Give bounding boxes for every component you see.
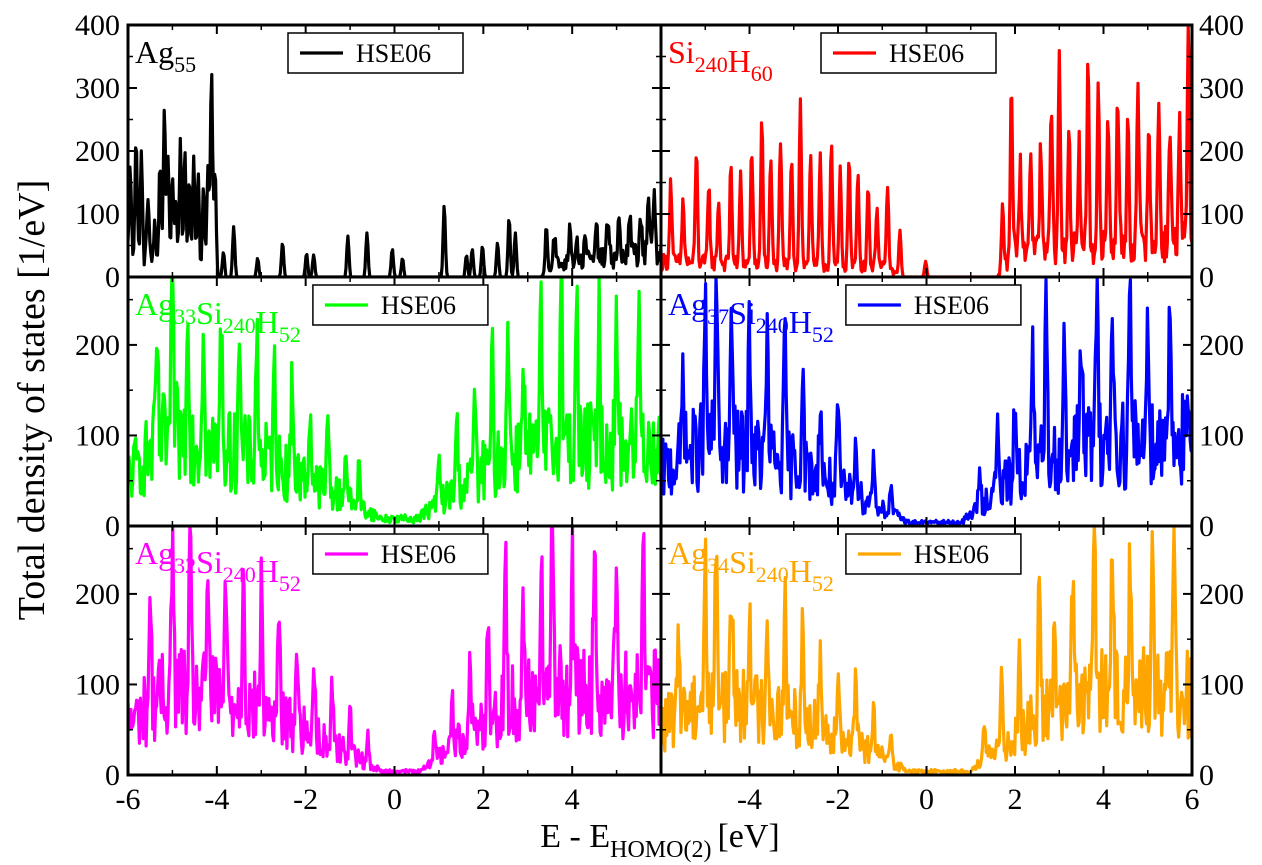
panel-title: Si240H60 (668, 34, 773, 86)
x-tick-label: -4 (204, 783, 229, 816)
y-tick-label: 0 (105, 759, 120, 792)
x-tick-label: -2 (293, 783, 318, 816)
y-tick-label: 100 (75, 668, 120, 701)
y-tick-label: 200 (1199, 329, 1244, 362)
y-tick-label: 100 (75, 198, 120, 231)
y-tick-label: 400 (1199, 9, 1244, 42)
y-tick-label: 100 (75, 419, 120, 452)
legend: HSE06 (312, 284, 489, 326)
legend: HSE06 (845, 533, 1022, 575)
dos-series-line (128, 72, 661, 277)
legend-label: HSE06 (381, 291, 456, 320)
legend: HSE06 (312, 533, 489, 575)
panel-top-right: 0 100 200 300 400 Si240H60 HSE06 (659, 9, 1244, 294)
panel-title: Ag37Si240H52 (668, 286, 834, 347)
panel-middle-right: 0 100 200 Ag37Si240H52 HSE06 (659, 275, 1244, 543)
legend-label: HSE06 (356, 39, 431, 68)
x-axis-title-sub: HOMO(2) (610, 837, 711, 863)
y-tick-label: 200 (1199, 135, 1244, 168)
y-tick-label: 300 (1199, 72, 1244, 105)
legend: HSE06 (845, 284, 1022, 326)
y-tick-label: 100 (1199, 198, 1244, 231)
x-tick-label: 4 (565, 783, 580, 816)
panel-title: Ag33Si240H52 (135, 286, 301, 347)
x-tick-label: 6 (1185, 783, 1200, 816)
panel-middle-left: 0 100 200 Ag33Si240H52 HSE06 (75, 275, 663, 543)
panel-bottom-left: -6 -4 -2 0 2 4 0 100 200 Ag32Si240H52 HSE06 (75, 524, 663, 816)
panel-top-left: 0 100 200 300 400 Ag55 HSE06 (75, 9, 663, 294)
y-tick-label: 200 (75, 578, 120, 611)
y-tick-label: 0 (1199, 261, 1214, 294)
y-tick-label: 0 (105, 510, 120, 543)
x-tick-label: 2 (1008, 783, 1023, 816)
dos-series-line (661, 25, 1192, 277)
x-tick-label: 2 (476, 783, 491, 816)
y-tick-label: 300 (75, 72, 120, 105)
x-tick-label: 0 (919, 783, 934, 816)
y-tick-label: 200 (75, 329, 120, 362)
x-tick-label: -2 (826, 783, 851, 816)
legend-label: HSE06 (914, 291, 989, 320)
y-tick-label: 0 (1199, 759, 1214, 792)
x-tick-label: 0 (387, 783, 402, 816)
y-tick-label: 200 (1199, 578, 1244, 611)
panel-title: Ag34Si240H52 (668, 535, 834, 596)
y-axis-title: Total density of states [1/eV] (11, 180, 53, 621)
x-axis-title-main: E - E (540, 818, 610, 855)
x-tick-label: 4 (1096, 783, 1111, 816)
legend-label: HSE06 (914, 540, 989, 569)
panel-title: Ag55 (135, 34, 196, 77)
legend-label: HSE06 (381, 540, 456, 569)
legend: HSE06 (287, 32, 464, 74)
x-axis-title: E - EHOMO(2) [eV] (540, 818, 779, 863)
x-tick-label: -6 (116, 783, 141, 816)
y-tick-label: 400 (75, 9, 120, 42)
y-tick-label: 100 (1199, 419, 1244, 452)
x-axis-title-unit: [eV] (717, 818, 779, 855)
legend: HSE06 (820, 32, 997, 74)
y-tick-label: 0 (105, 261, 120, 294)
panel-title: Ag32Si240H52 (135, 535, 301, 596)
x-tick-label: -4 (737, 783, 762, 816)
y-tick-label: 200 (75, 135, 120, 168)
y-tick-label: 0 (1199, 510, 1214, 543)
y-tick-label: 100 (1199, 668, 1244, 701)
legend-label: HSE06 (889, 39, 964, 68)
